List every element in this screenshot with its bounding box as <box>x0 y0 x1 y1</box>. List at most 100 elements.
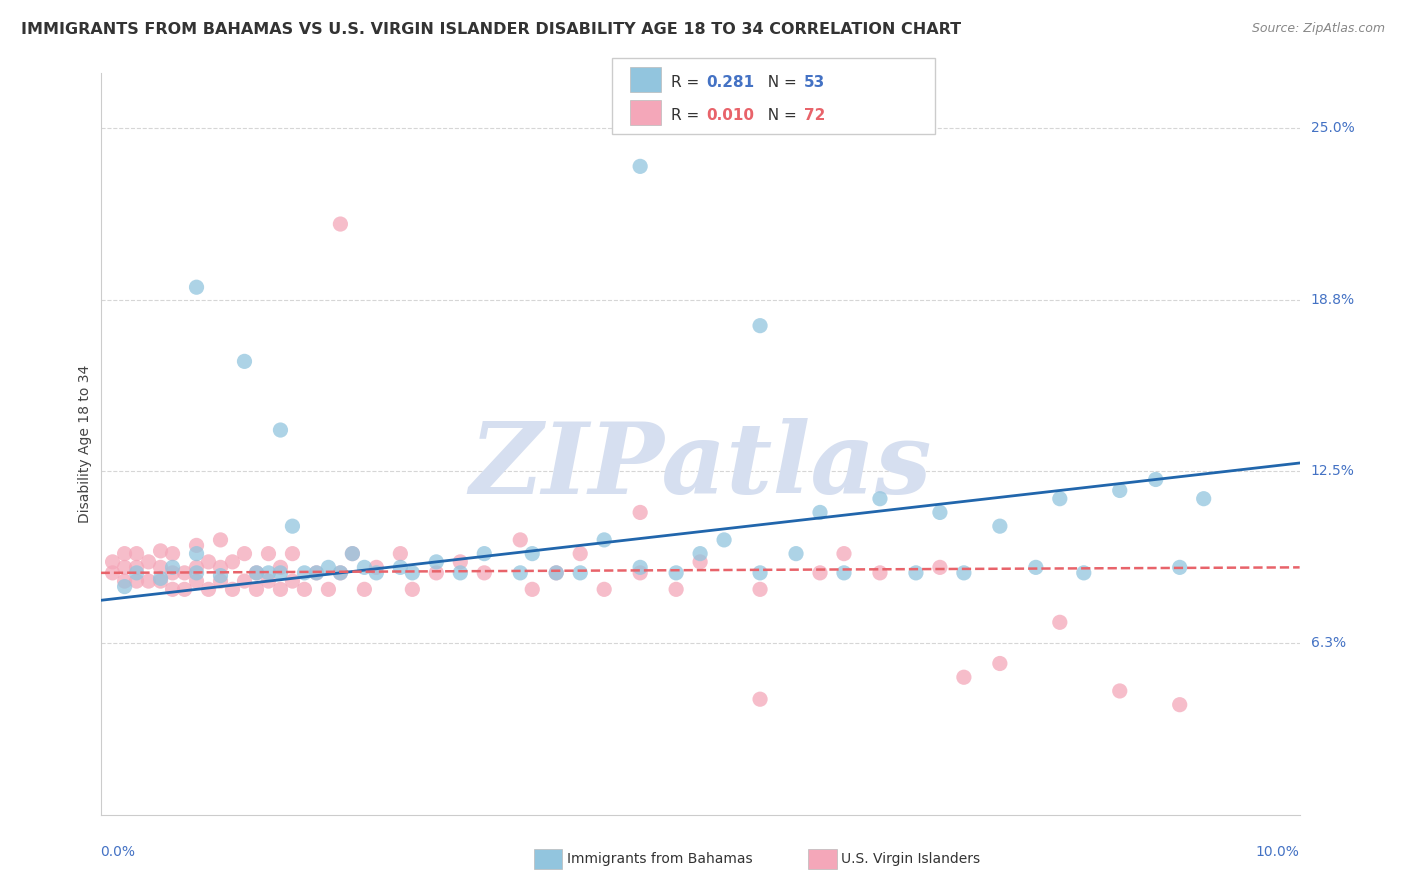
Point <box>366 560 388 574</box>
Point <box>125 574 148 588</box>
Point <box>1108 684 1130 698</box>
Point <box>749 566 772 580</box>
Point <box>101 566 124 580</box>
Point <box>269 566 291 580</box>
Point <box>546 566 568 580</box>
Point <box>305 566 328 580</box>
Point <box>162 560 184 574</box>
Point <box>138 555 160 569</box>
Text: N =: N = <box>758 108 801 123</box>
Point <box>832 547 855 561</box>
Point <box>186 566 208 580</box>
Point <box>221 582 243 597</box>
Point <box>329 566 352 580</box>
Point <box>1144 473 1167 487</box>
Point <box>665 582 688 597</box>
Point <box>257 547 280 561</box>
Point <box>318 560 340 574</box>
Point <box>294 582 316 597</box>
Text: U.S. Virgin Islanders: U.S. Virgin Islanders <box>841 852 980 866</box>
Point <box>186 280 208 294</box>
Point <box>209 574 232 588</box>
Point <box>401 582 423 597</box>
Point <box>749 582 772 597</box>
Point <box>149 544 172 558</box>
Point <box>186 574 208 588</box>
Text: R =: R = <box>671 108 704 123</box>
Point <box>269 560 291 574</box>
Point <box>257 566 280 580</box>
Point <box>425 555 447 569</box>
Text: 0.010: 0.010 <box>706 108 754 123</box>
Text: N =: N = <box>758 75 801 89</box>
Point <box>366 566 388 580</box>
Point <box>114 560 136 574</box>
Point <box>472 547 495 561</box>
Point <box>869 491 891 506</box>
Text: 72: 72 <box>804 108 825 123</box>
Point <box>125 547 148 561</box>
Point <box>186 538 208 552</box>
Point <box>329 566 352 580</box>
Point <box>628 505 651 519</box>
Point <box>546 566 568 580</box>
Point <box>449 555 471 569</box>
Point <box>449 566 471 580</box>
Point <box>785 547 807 561</box>
Point <box>928 505 950 519</box>
Text: Source: ZipAtlas.com: Source: ZipAtlas.com <box>1251 22 1385 36</box>
Point <box>869 566 891 580</box>
Point <box>1192 491 1215 506</box>
Point <box>245 566 267 580</box>
Point <box>149 574 172 588</box>
Point <box>197 555 219 569</box>
Point <box>221 555 243 569</box>
Text: ZIPatlas: ZIPatlas <box>470 417 931 515</box>
Point <box>149 571 172 585</box>
Point <box>305 566 328 580</box>
Point <box>472 566 495 580</box>
Point <box>628 160 651 174</box>
Point <box>353 582 375 597</box>
Point <box>1168 560 1191 574</box>
Point <box>509 566 531 580</box>
Point <box>257 574 280 588</box>
Point <box>114 574 136 588</box>
Point <box>342 547 364 561</box>
Point <box>628 560 651 574</box>
Point <box>114 580 136 594</box>
Point <box>425 566 447 580</box>
Point <box>988 657 1011 671</box>
Point <box>125 566 148 580</box>
Point <box>162 547 184 561</box>
Point <box>281 574 304 588</box>
Point <box>269 423 291 437</box>
Point <box>665 566 688 580</box>
Point <box>209 560 232 574</box>
Point <box>209 568 232 582</box>
Point <box>1025 560 1047 574</box>
Point <box>522 547 544 561</box>
Point <box>1168 698 1191 712</box>
Point <box>569 547 592 561</box>
Point <box>149 560 172 574</box>
Point <box>1049 615 1071 630</box>
Point <box>186 560 208 574</box>
Point <box>1049 491 1071 506</box>
Text: 0.281: 0.281 <box>706 75 754 89</box>
Point <box>342 547 364 561</box>
Point <box>749 692 772 706</box>
Point <box>138 574 160 588</box>
Point <box>125 560 148 574</box>
Point <box>318 582 340 597</box>
Point <box>173 566 195 580</box>
Point <box>162 582 184 597</box>
Point <box>522 582 544 597</box>
Point <box>209 533 232 547</box>
Point <box>593 533 616 547</box>
Text: 6.3%: 6.3% <box>1310 636 1346 650</box>
Point <box>233 354 256 368</box>
Point <box>294 566 316 580</box>
Point <box>1073 566 1095 580</box>
Point <box>569 566 592 580</box>
